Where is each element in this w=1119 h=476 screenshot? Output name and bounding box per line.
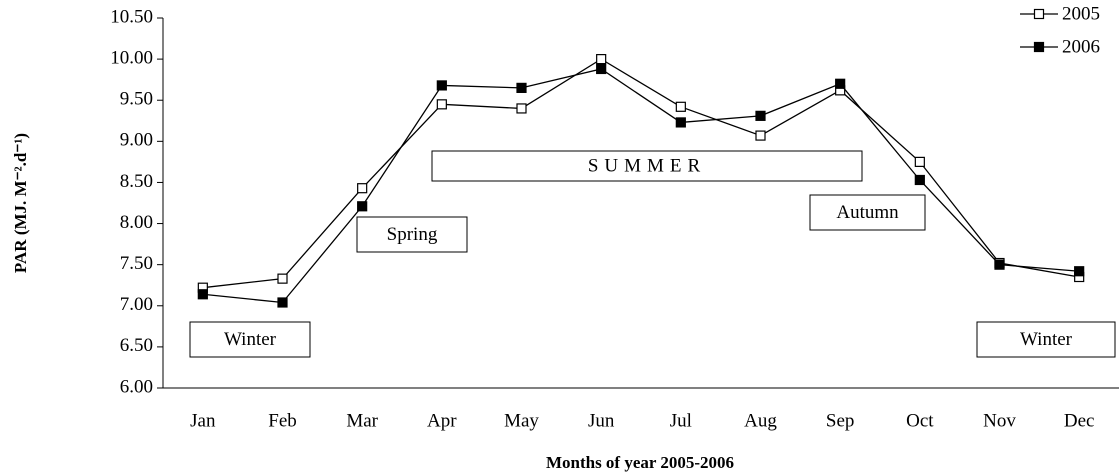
y-tick-label: 10.50 bbox=[110, 6, 153, 27]
data-point bbox=[596, 54, 607, 65]
y-tick-label: 8.50 bbox=[120, 171, 153, 192]
annotation-box bbox=[809, 194, 926, 231]
x-tick-label: Dec bbox=[1064, 410, 1095, 431]
y-tick-label: 8.00 bbox=[120, 212, 153, 233]
data-point bbox=[357, 201, 368, 212]
legend-marker bbox=[1033, 8, 1045, 20]
data-point bbox=[436, 80, 447, 91]
x-tick-label: Mar bbox=[346, 410, 378, 431]
x-tick-label: Apr bbox=[427, 410, 457, 431]
annotation: SUMMER bbox=[588, 155, 706, 176]
series-line bbox=[202, 68, 1080, 304]
data-point bbox=[1074, 266, 1085, 277]
data-point bbox=[516, 103, 527, 114]
annotation-box bbox=[431, 150, 863, 182]
x-tick-label: Nov bbox=[983, 410, 1016, 431]
data-point bbox=[835, 78, 846, 89]
y-tick-label: 7.50 bbox=[120, 253, 153, 274]
data-point bbox=[436, 99, 447, 110]
data-point bbox=[277, 273, 288, 284]
legend-label: 2005 bbox=[1062, 3, 1100, 24]
data-point bbox=[675, 101, 686, 112]
x-tick-label: Aug bbox=[744, 410, 777, 431]
x-tick-label: Oct bbox=[906, 410, 934, 431]
data-point bbox=[516, 82, 527, 93]
annotation: Winter bbox=[1020, 329, 1073, 350]
y-tick-label: 7.00 bbox=[120, 294, 153, 315]
data-point bbox=[197, 289, 208, 300]
annotation-box bbox=[189, 321, 311, 358]
annotation: Spring bbox=[387, 224, 438, 245]
legend-marker bbox=[1033, 41, 1045, 53]
annotation-box bbox=[356, 216, 468, 253]
y-tick-label: 9.50 bbox=[120, 89, 153, 110]
data-point bbox=[994, 259, 1005, 270]
annotation-box bbox=[976, 321, 1116, 358]
data-point bbox=[914, 156, 925, 167]
data-point bbox=[675, 117, 686, 128]
y-tick-label: 9.00 bbox=[120, 130, 153, 151]
x-tick-label: Jun bbox=[588, 410, 615, 431]
x-tick-label: Sep bbox=[826, 410, 855, 431]
x-tick-label: Jan bbox=[190, 410, 216, 431]
annotation: Autumn bbox=[836, 202, 899, 223]
x-tick-label: Jul bbox=[670, 410, 692, 431]
annotation: Winter bbox=[224, 329, 277, 350]
y-tick-label: 6.00 bbox=[120, 376, 153, 397]
data-point bbox=[914, 174, 925, 186]
x-axis-label: Months of year 2005-2006 bbox=[546, 453, 734, 472]
x-tick-label: Feb bbox=[268, 410, 297, 431]
data-point bbox=[755, 110, 766, 121]
data-point bbox=[277, 297, 288, 308]
legend-label: 2006 bbox=[1062, 36, 1100, 57]
series-line bbox=[202, 58, 1080, 289]
data-point bbox=[596, 63, 607, 75]
y-tick-label: 6.50 bbox=[120, 335, 153, 356]
data-point bbox=[357, 183, 368, 194]
y-tick-label: 10.00 bbox=[110, 47, 153, 68]
y-axis-label: PAR (MJ. M⁻².d⁻¹) bbox=[11, 133, 30, 273]
x-tick-label: May bbox=[504, 410, 539, 431]
data-point bbox=[755, 130, 766, 141]
